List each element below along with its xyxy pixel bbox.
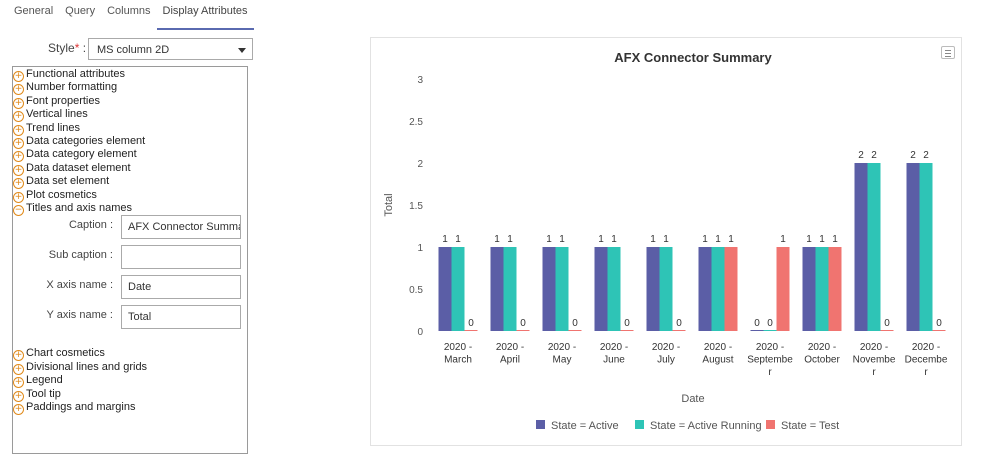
tree-item-label: Paddings and margins [26,401,136,413]
tree-item[interactable]: + Paddings and margins [13,401,136,415]
tree-item[interactable]: + Trend lines [13,121,81,136]
tree-item-label: Tool tip [26,387,61,400]
expand-icon[interactable]: + [13,111,24,123]
style-label-colon: : [79,41,87,55]
expand-icon[interactable]: + [13,350,24,362]
attributes-panel: + Functional attributes + Number formatting… [12,66,248,454]
tree-item-label: Font properties [26,94,100,107]
tree-item[interactable]: + Divisional lines and grids [13,360,148,375]
tree-item[interactable]: + Data categories element [13,135,146,149]
tree-item[interactable]: + Data dataset element [13,161,131,176]
expand-icon[interactable]: + [13,178,24,190]
tree-item[interactable]: + Vertical lines [13,108,88,123]
expand-icon[interactable]: + [13,390,24,402]
style-label-text: Style [48,41,75,55]
collapse-icon[interactable]: − [13,205,24,216]
expand-icon[interactable]: + [13,71,24,82]
caption-label: Caption : [68,219,113,231]
style-select-value: MS column 2D [97,44,170,56]
expand-icon[interactable]: + [13,124,24,136]
tree-item-label: Chart cosmetics [26,347,105,360]
tab-query[interactable]: Query [65,5,96,17]
style-select[interactable]: MS column 2D [88,38,253,60]
tree-item-label: Divisional lines and grids [26,360,148,373]
expand-icon[interactable]: + [13,138,24,149]
tab-display-attributes[interactable]: Display Attributes [156,5,254,30]
x-axis-name-label: X axis name : [46,279,113,291]
expand-icon[interactable]: + [13,164,24,176]
tab-general[interactable]: General [14,5,54,17]
sub-caption-input[interactable] [121,245,241,269]
tree-item-label: Functional attributes [26,68,126,80]
expand-icon[interactable]: + [13,363,24,375]
caption-input[interactable]: AFX Connector Summary [121,215,241,239]
tree-item-label: Data set element [26,175,110,188]
expand-icon[interactable]: + [13,191,24,203]
tree-item[interactable]: + Number formatting [13,81,118,96]
chart-container [370,37,962,446]
tree-item-label: Trend lines [26,121,81,134]
tree-item[interactable]: + Data category element [13,148,137,163]
style-row: Style* : MS column 2D [8,38,253,62]
tree-item[interactable]: + Tool tip [13,387,61,402]
tree-item-label: Data dataset element [26,161,131,174]
tree-item-label: Legend [26,374,63,387]
tree-item[interactable]: + Data set element [13,175,110,190]
style-label: Style* : [48,41,86,55]
expand-icon[interactable]: + [13,151,24,163]
expand-icon[interactable]: + [13,404,24,415]
expand-icon[interactable]: + [13,377,24,389]
sub-caption-label: Sub caption : [48,249,113,261]
tree-item-label: Number formatting [26,81,118,94]
tree-item[interactable]: + Font properties [13,94,100,109]
chevron-down-icon [238,48,246,53]
menu-icon[interactable] [941,46,955,59]
required-mark: * [74,41,80,55]
tree-item-label: Plot cosmetics [26,188,97,201]
tree-item-label: Vertical lines [26,108,88,121]
tree-item-label: Data category element [26,148,137,161]
tree-item[interactable]: + Chart cosmetics [13,347,105,362]
tree-item[interactable]: − Titles and axis names [13,202,132,216]
y-axis-name-input[interactable]: Total [121,305,241,329]
tab-columns[interactable]: Columns [107,5,151,17]
tree-item-label: Data categories element [26,135,146,147]
tree-item[interactable]: + Functional attributes [13,68,126,82]
expand-icon[interactable]: + [13,97,24,109]
tree-item[interactable]: + Plot cosmetics [13,188,97,203]
x-axis-name-input[interactable]: Date [121,275,241,299]
y-axis-name-label: Y axis name : [46,309,113,321]
tree-item-label: Titles and axis names [26,202,132,214]
expand-icon[interactable]: + [13,84,24,96]
tree-item[interactable]: + Legend [13,374,63,389]
tab-bar: General Query Columns Display Attributes [8,0,254,30]
